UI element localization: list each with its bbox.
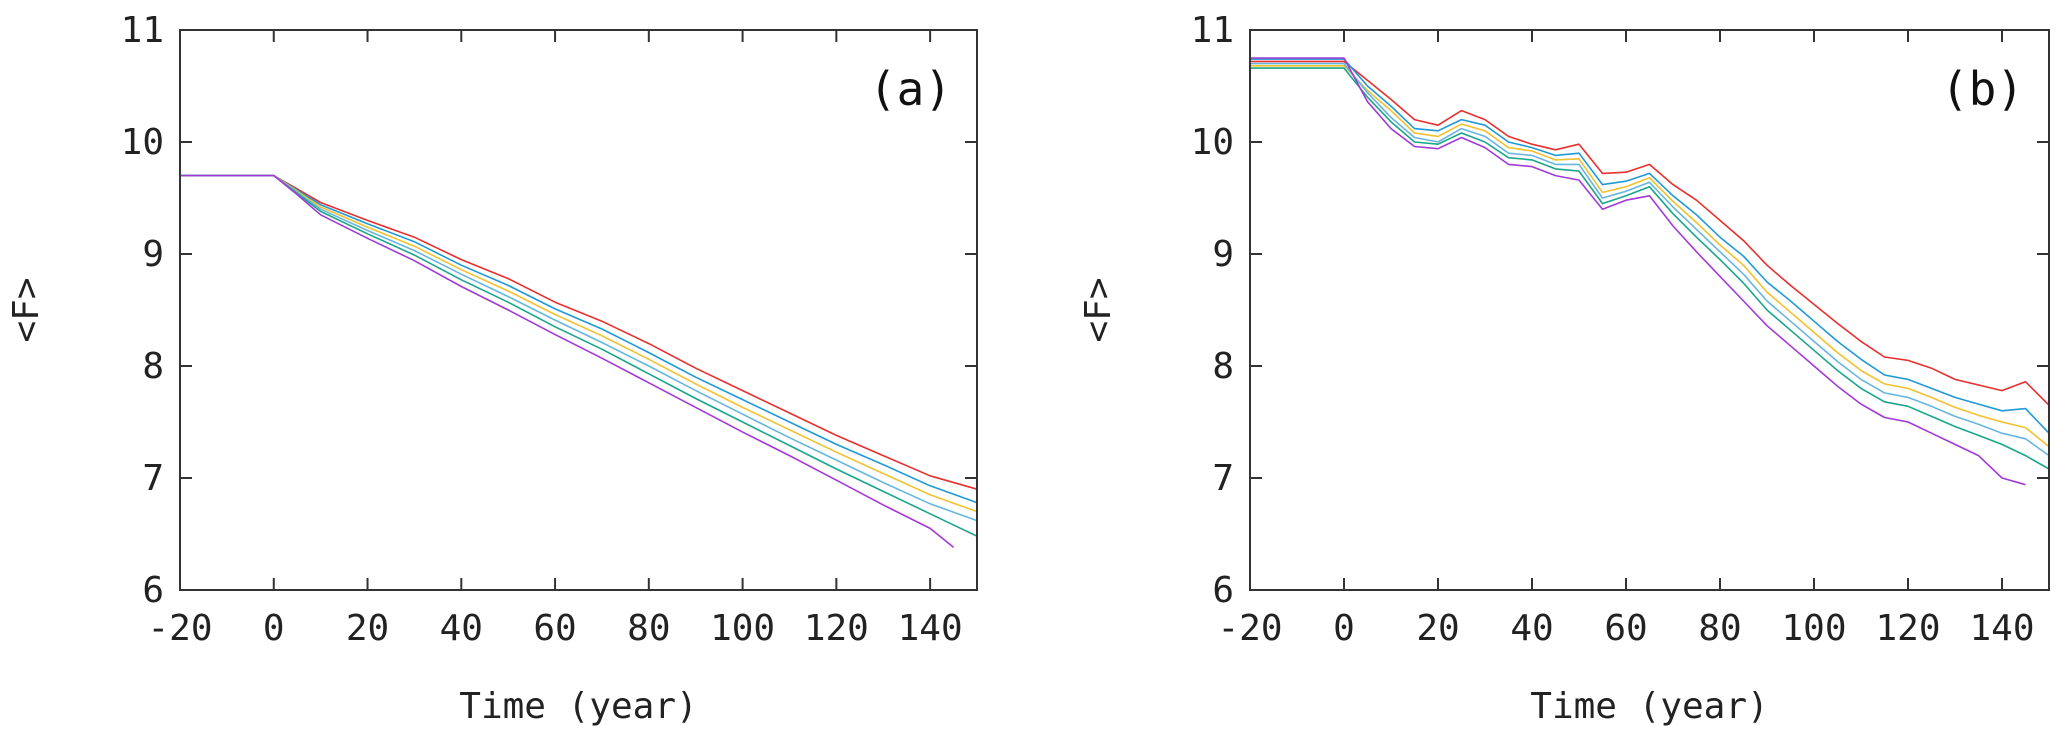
series-line-3 bbox=[1250, 65, 2050, 448]
series-line-4 bbox=[1250, 62, 2050, 457]
x-tick-label: 80 bbox=[1698, 608, 1741, 649]
y-tick-label: 7 bbox=[142, 458, 164, 499]
x-axis-label: Time (year) bbox=[1530, 686, 1768, 727]
x-tick-label: 120 bbox=[1875, 608, 1940, 649]
x-tick-label: -20 bbox=[147, 608, 212, 649]
series-line-5 bbox=[180, 174, 978, 537]
series-line-2 bbox=[180, 174, 978, 504]
x-tick-label: 140 bbox=[898, 608, 963, 649]
x-tick-label: 60 bbox=[1604, 608, 1647, 649]
y-axis-label: <F> bbox=[1078, 277, 1119, 342]
y-tick-label: 7 bbox=[1212, 458, 1234, 499]
x-tick-label: -20 bbox=[1217, 608, 1282, 649]
y-tick-label: 6 bbox=[142, 570, 164, 611]
chart-panel-a: -20 0 20 40 60 80 100 120 140 6 7 8 9 10 11 Time (year)… bbox=[6, 10, 978, 727]
y-tick-label: 10 bbox=[121, 122, 164, 163]
series-line-4 bbox=[180, 174, 978, 522]
series-line-5 bbox=[1250, 67, 2050, 470]
x-tick-label: 40 bbox=[1510, 608, 1553, 649]
plot-frame bbox=[179, 29, 978, 591]
y-tick-label: 6 bbox=[1212, 570, 1234, 611]
x-tick-label: 0 bbox=[1333, 608, 1355, 649]
series-line-1 bbox=[1250, 60, 2050, 406]
x-tick-label: 40 bbox=[440, 608, 483, 649]
y-tick-label: 8 bbox=[1212, 346, 1234, 387]
panel-label: (b) bbox=[1941, 62, 2024, 116]
x-axis-label: Time (year) bbox=[459, 686, 697, 727]
x-tick-label: 0 bbox=[263, 608, 285, 649]
y-tick-label: 9 bbox=[142, 234, 164, 275]
plot-frame bbox=[1249, 29, 2050, 591]
y-axis-label: <F> bbox=[6, 277, 47, 342]
y-tick-label: 11 bbox=[1191, 10, 1234, 51]
x-tick-label: 100 bbox=[710, 608, 775, 649]
panel-label: (a) bbox=[869, 62, 952, 116]
x-tick-label: 100 bbox=[1781, 608, 1846, 649]
series-line-2 bbox=[1250, 58, 2050, 434]
series-line-6 bbox=[1250, 57, 2026, 486]
x-tick-label: 60 bbox=[533, 608, 576, 649]
x-tick-label: 20 bbox=[346, 608, 389, 649]
series-line-3 bbox=[180, 174, 978, 513]
y-tick-label: 9 bbox=[1212, 234, 1234, 275]
y-tick-label: 10 bbox=[1191, 122, 1234, 163]
series-line-1 bbox=[180, 174, 978, 490]
y-tick-label: 8 bbox=[142, 346, 164, 387]
x-tick-label: 120 bbox=[804, 608, 869, 649]
x-tick-label: 20 bbox=[1416, 608, 1459, 649]
y-tick-label: 11 bbox=[121, 10, 164, 51]
x-tick-label: 140 bbox=[1969, 608, 2034, 649]
chart-panel-b: -20 0 20 40 60 80 100 120 140 6 7 8 9 10 11 Time (year)… bbox=[1078, 10, 2050, 727]
series-line-6 bbox=[180, 174, 955, 549]
x-tick-label: 80 bbox=[627, 608, 670, 649]
